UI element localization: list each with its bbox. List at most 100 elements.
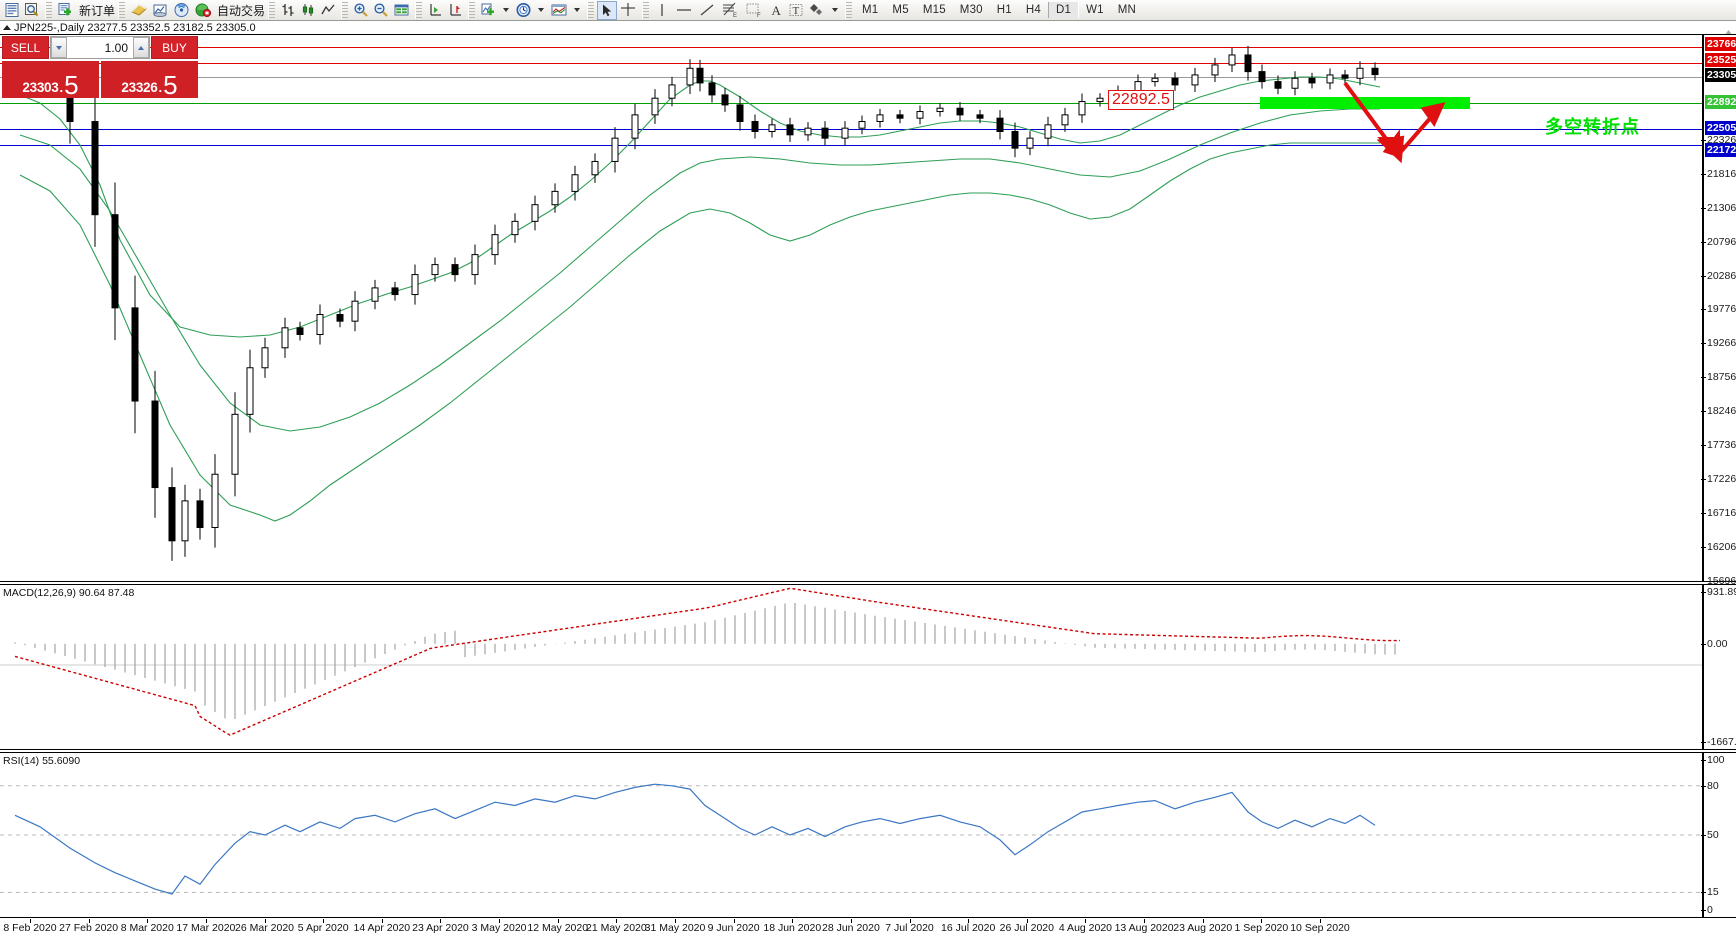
toolbar-separator (642, 1, 650, 19)
line-chart-icon[interactable] (318, 1, 338, 20)
timeframe-h1[interactable]: H1 (996, 4, 1012, 16)
volume-decrease-button[interactable] (51, 37, 67, 58)
buy-button[interactable]: BUY (151, 36, 198, 59)
price-axis-badge: 23766.5 (1705, 36, 1736, 51)
level-line-22505 (0, 129, 1702, 130)
date-tick-label: 23 Aug 2020 (1173, 922, 1233, 934)
rsi-axis-tick: 80 (1701, 780, 1719, 792)
rsi-pane[interactable]: RSI(14) 55.6090 100 80 50 15 0 (0, 752, 1736, 918)
indicators-dropdown-caret[interactable] (503, 8, 510, 12)
price-axis-tick: 17226.0 (1701, 473, 1736, 485)
trendline-icon[interactable] (696, 1, 718, 20)
shapes-dropdown-caret[interactable] (832, 8, 839, 12)
rsi-axis-tick: 100 (1701, 754, 1725, 766)
rsi-indicator-label: RSI(14) 55.6090 (3, 755, 81, 767)
date-tick-mark (205, 919, 207, 923)
timeframe-m5[interactable]: M5 (892, 4, 909, 16)
timeframe-m30[interactable]: M30 (959, 4, 983, 16)
price-plot-area[interactable]: 22892.5 多空转折点 (0, 35, 1702, 581)
chart-scrollbar[interactable] (1723, 24, 1734, 36)
templates-dropdown-caret[interactable] (574, 8, 581, 12)
signals-icon[interactable] (171, 1, 192, 20)
expert-advisor-icon[interactable] (128, 1, 150, 20)
timeframe-w1[interactable]: W1 (1086, 4, 1104, 16)
date-tick-label: 8 Feb 2020 (3, 922, 57, 934)
sell-button[interactable]: SELL (2, 36, 49, 59)
chinese-annotation-note: 多空转折点 (1545, 117, 1640, 137)
rsi-axis[interactable]: 100 80 50 15 0 (1701, 753, 1736, 917)
buy-price-display[interactable]: 23326 . 5 (101, 59, 198, 98)
date-tick-label: 10 Sep 2020 (1290, 922, 1350, 934)
toolbar-separator (845, 1, 853, 19)
auto-trading-icon[interactable] (192, 1, 214, 20)
vertical-line-icon[interactable] (652, 1, 672, 20)
shapes-icon[interactable] (806, 1, 828, 20)
chart-shift-icon[interactable] (425, 1, 445, 20)
templates-icon[interactable] (548, 1, 570, 20)
one-click-trading-panel[interactable]: SELL 1.00 BUY 23303 . 5 23326 . 5 (2, 36, 198, 98)
period-dropdown-caret[interactable] (538, 8, 545, 12)
volume-stepper[interactable]: 1.00 (50, 36, 150, 59)
timeframe-d1[interactable]: D1 (1048, 2, 1080, 18)
timeframe-mn[interactable]: MN (1117, 4, 1137, 16)
rsi-series-layer (0, 783, 1702, 895)
crosshair-icon[interactable] (617, 1, 639, 20)
date-tick-label: 21 May 2020 (586, 922, 647, 934)
date-tick-label: 1 Sep 2020 (1234, 922, 1289, 934)
rsi-axis-tick: 0 (1701, 904, 1713, 916)
macd-axis-tick: -1667.31 (1701, 736, 1736, 748)
horizontal-line-icon[interactable] (672, 1, 696, 20)
data-window-icon[interactable] (22, 1, 42, 20)
svg-text:T: T (793, 5, 800, 17)
date-tick-label: 12 May 2020 (527, 922, 589, 934)
price-level-tag[interactable]: 22892.5 (1108, 90, 1174, 110)
terminal-icon[interactable] (150, 1, 171, 20)
macd-plot-area[interactable] (0, 585, 1702, 749)
date-tick-mark (499, 919, 501, 923)
toolbar-separator (268, 1, 276, 19)
fibonacci-icon[interactable]: E (718, 1, 742, 20)
volume-input[interactable]: 1.00 (104, 40, 128, 55)
grid-icon[interactable] (391, 1, 412, 20)
volume-increase-button[interactable] (133, 37, 149, 58)
market-watch-icon[interactable] (2, 1, 22, 20)
bar-chart-icon[interactable] (278, 1, 298, 20)
sell-price-separator: . (59, 80, 64, 95)
zoom-in-icon[interactable] (351, 1, 371, 20)
zoom-out-icon[interactable] (371, 1, 391, 20)
date-tick-mark (909, 919, 911, 923)
text-box-icon[interactable]: T (786, 1, 806, 20)
date-tick-label: 13 Aug 2020 (1114, 922, 1174, 934)
chart-collapse-icon[interactable] (3, 25, 11, 30)
new-order-icon[interactable] (55, 1, 76, 20)
timeframe-m1[interactable]: M1 (862, 4, 879, 16)
text-label-icon[interactable]: A (766, 1, 786, 20)
timeframe-m15[interactable]: M15 (922, 4, 946, 16)
rsi-plot-area[interactable] (0, 753, 1702, 917)
auto-scroll-icon[interactable] (445, 1, 465, 20)
date-tick-mark (147, 919, 149, 923)
price-axis-tick: 20796.0 (1701, 236, 1736, 248)
new-order-label[interactable]: 新订单 (79, 3, 116, 18)
date-tick-label: 28 Jun 2020 (822, 922, 880, 934)
price-chart-pane[interactable]: 22892.5 多空转折点 23766.523525.523305.022892… (0, 34, 1736, 587)
macd-axis-tick: 0.00 (1701, 638, 1727, 650)
buy-price-integer: 23326 (121, 80, 158, 95)
auto-trading-label[interactable]: 自动交易 (217, 3, 266, 18)
macd-pane[interactable]: MACD(12,26,9) 90.64 87.48 931.89 0.00 -166… (0, 584, 1736, 750)
indicators-icon[interactable] (478, 1, 499, 20)
channel-icon[interactable]: F (742, 1, 766, 20)
date-tick-mark (733, 919, 735, 923)
period-clock-icon[interactable] (513, 1, 534, 20)
price-axis-tick: 17736.0 (1701, 439, 1736, 451)
cursor-arrow-icon[interactable] (597, 0, 618, 20)
date-tick-mark (1261, 919, 1263, 923)
candlestick-chart-icon[interactable] (298, 1, 318, 20)
date-tick-mark (264, 919, 266, 923)
timeframe-h4[interactable]: H4 (1025, 4, 1041, 16)
date-tick-label: 23 Apr 2020 (412, 922, 469, 934)
date-axis[interactable]: 8 Feb 2020 27 Feb 2020 8 Mar 2020 17 Mar 20… (0, 919, 1736, 940)
sell-price-display[interactable]: 23303 . 5 (2, 59, 99, 98)
macd-axis[interactable]: 931.89 0.00 -1667.31 (1701, 585, 1736, 749)
